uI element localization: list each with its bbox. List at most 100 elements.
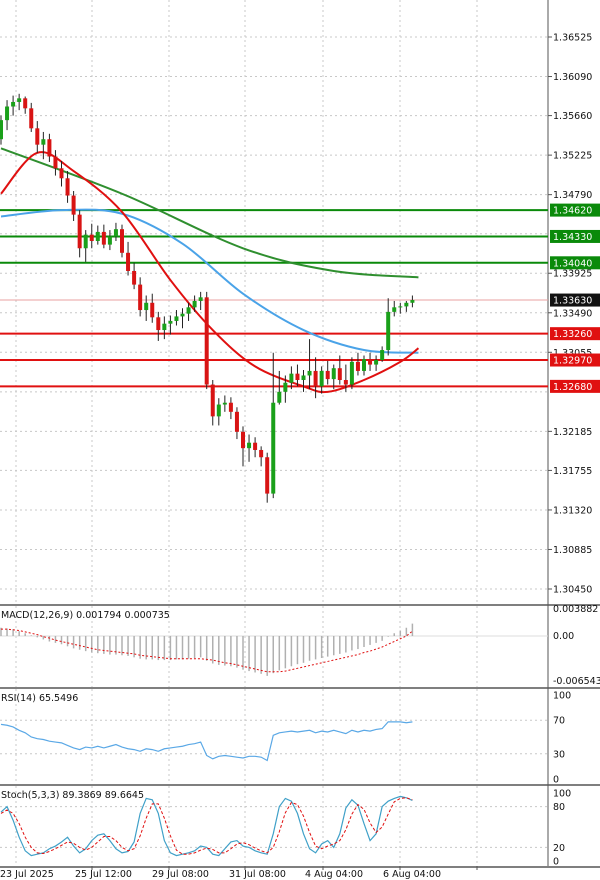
price-tick-label: 1.36090 (553, 72, 592, 83)
candle-body (168, 320, 173, 324)
candle-body (101, 231, 106, 245)
candle-body (162, 323, 167, 331)
candle-body (289, 373, 294, 383)
candle-body (313, 370, 318, 387)
candle-body (89, 234, 94, 241)
level-tag (550, 256, 600, 270)
level-tag-label: 1.34330 (553, 232, 592, 243)
price-tick-label: 1.36525 (553, 33, 592, 44)
candle-body (47, 139, 52, 157)
price-tick-label: 1.35225 (553, 151, 592, 162)
level-tag (550, 203, 600, 217)
candle-body (144, 302, 149, 311)
candle-body (198, 297, 203, 301)
rsi-line (0, 721, 413, 762)
macd-axis-label: -0.006543 (553, 676, 600, 687)
level-tag (550, 327, 600, 341)
candle-body (331, 368, 336, 380)
candle-body (113, 229, 118, 237)
time-tick-label: 25 Jul 12:00 (75, 869, 132, 880)
candle-body (65, 178, 70, 196)
candle-body (343, 380, 348, 385)
time-tick-label: 23 Jul 2025 (0, 869, 54, 880)
candle-body (277, 391, 282, 403)
candle-body (404, 302, 409, 307)
candle-body (23, 98, 28, 109)
stoch-k-line (0, 795, 413, 857)
stoch-axis-label: 20 (553, 843, 565, 854)
candle-body (283, 382, 288, 392)
candle-body (186, 307, 191, 314)
macd-signal-line (1, 628, 413, 673)
candle-body (228, 402, 233, 412)
candle-body (234, 411, 239, 432)
candle-body (265, 457, 270, 494)
rsi-axis-label: 0 (553, 775, 559, 786)
stoch-d-line (0, 797, 413, 855)
level-tag-label: 1.32680 (553, 382, 592, 393)
price-tick-label: 1.33055 (553, 348, 592, 359)
candle-body (337, 368, 342, 381)
candle-body (11, 101, 16, 107)
candle-body (216, 404, 221, 417)
candle-body (192, 300, 197, 308)
price-tick-label: 1.34790 (553, 190, 592, 201)
candle-body (380, 350, 385, 361)
candle-body (355, 361, 360, 371)
stoch-axis-label: 100 (553, 789, 571, 800)
candle-body (29, 108, 34, 129)
candle-body (271, 402, 276, 494)
rsi-title: RSI(14) 65.5496 (1, 693, 78, 704)
macd-title: MACD(12,26,9) 0.001794 0.000735 (1, 610, 170, 621)
price-tick-label: 1.31755 (553, 466, 592, 477)
price-tick-label: 1.32185 (553, 427, 592, 438)
level-tag (550, 353, 600, 367)
price-tick-label: 1.30885 (553, 545, 592, 556)
stoch-title: Stoch(5,3,3) 89.3869 89.6645 (1, 790, 144, 801)
level-tag (550, 379, 600, 393)
candle-body (53, 156, 58, 169)
ma-slow-line (0, 147, 419, 279)
price-tick-label: 1.35660 (553, 111, 592, 122)
level-tag-label: 1.32970 (553, 356, 592, 367)
rsi-axis-label: 30 (553, 749, 565, 760)
candle-body (17, 98, 22, 102)
candle-body (0, 120, 3, 140)
candle-body (362, 359, 366, 371)
level-tag-label: 1.34040 (553, 258, 592, 269)
rsi-axis-label: 70 (553, 716, 565, 727)
candle-body (325, 370, 330, 380)
candle-body (259, 449, 264, 458)
time-tick-label: 29 Jul 08:00 (152, 869, 209, 880)
price-tick-label: 1.33925 (553, 269, 592, 280)
level-tag-label: 1.33260 (553, 329, 592, 340)
candle-body (398, 306, 403, 308)
candle-body (247, 442, 252, 449)
time-tick-label: 31 Jul 08:00 (229, 869, 286, 880)
candle-body (126, 252, 131, 271)
candle-body (59, 168, 64, 179)
price-tick-label: 1.31320 (553, 505, 592, 516)
candle-body (150, 302, 155, 318)
current-price-tag (550, 293, 600, 307)
level-tag (550, 229, 600, 243)
candle-body (204, 297, 209, 385)
candle-body (41, 139, 46, 145)
macd-axis-label: 0.003882 (553, 604, 598, 615)
candle-body (301, 375, 306, 381)
candle-body (138, 284, 143, 311)
candle-body (180, 313, 185, 317)
candle-body (253, 442, 258, 450)
candle-body (95, 231, 100, 241)
candle-body (410, 300, 415, 303)
candle-body (392, 307, 397, 312)
time-tick-label: 4 Aug 04:00 (305, 869, 363, 880)
price-tick-label: 1.33490 (553, 308, 592, 319)
stoch-axis-label: 80 (553, 802, 565, 813)
candle-body (156, 317, 161, 331)
current-price-label: 1.33630 (553, 296, 592, 307)
rsi-axis-label: 100 (553, 691, 571, 702)
